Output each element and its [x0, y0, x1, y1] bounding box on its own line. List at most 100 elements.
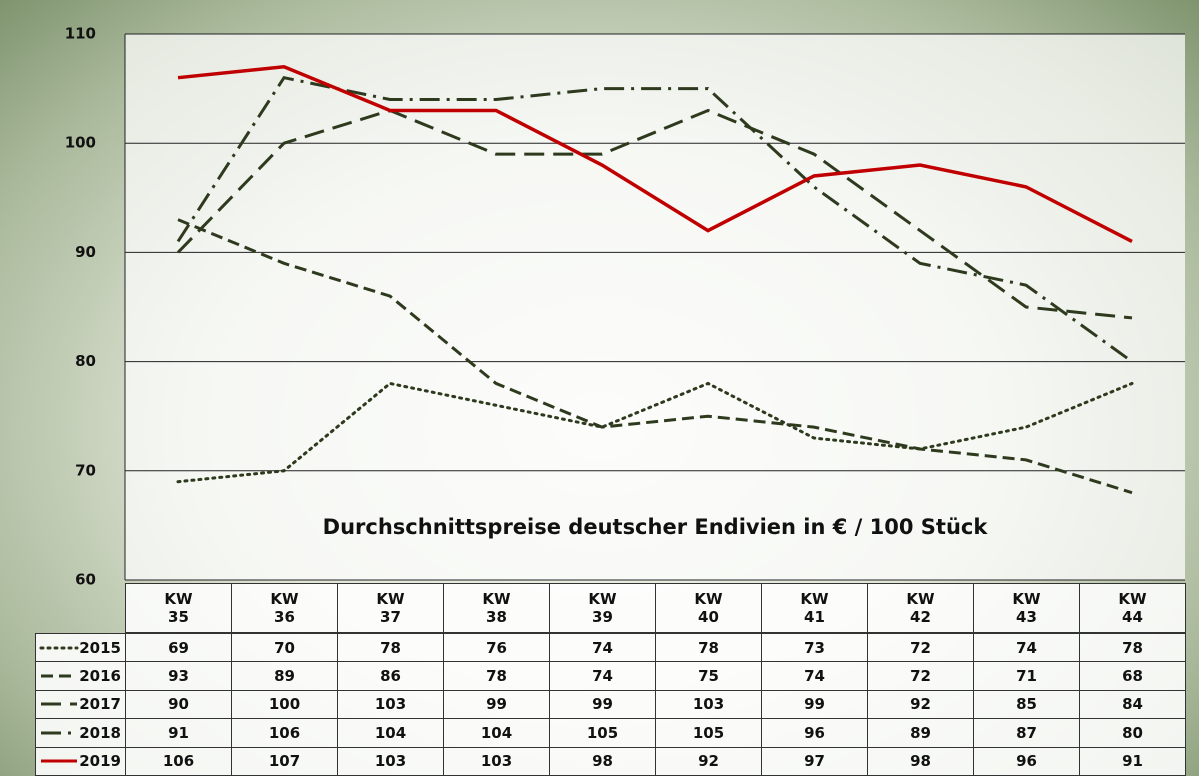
table-value: 105	[655, 718, 762, 748]
y-tick-label: 90	[75, 243, 96, 261]
cell-text: 80	[1122, 723, 1143, 742]
y-tick-label: 80	[75, 352, 96, 370]
table-value: 106	[125, 746, 232, 776]
y-tick-label: 70	[75, 461, 96, 479]
legend-entry: 2015	[35, 633, 126, 663]
table-value: 105	[549, 718, 656, 748]
series-line	[177, 64, 1133, 244]
legend-label: 2016	[79, 667, 121, 686]
cell-text: 103	[374, 695, 407, 714]
table-value: 99	[549, 689, 656, 720]
table-value: 89	[231, 661, 338, 691]
cell-text: 106	[268, 723, 301, 742]
table-value: 69	[125, 633, 232, 663]
legend-entry: 2018	[35, 718, 126, 748]
table-value: 103	[337, 746, 444, 776]
table-value: 103	[337, 689, 444, 720]
table-value: 80	[1079, 718, 1186, 748]
cell-text: 105	[692, 723, 725, 742]
table-value: 72	[867, 633, 974, 663]
cell-text: 96	[804, 723, 825, 742]
cell-text: KW 44	[1118, 590, 1147, 626]
cell-text: 97	[804, 752, 825, 771]
cell-text: KW 35	[164, 590, 193, 626]
legend-entry: 2017	[35, 689, 126, 720]
cell-text: 98	[910, 752, 931, 771]
table-value: 78	[337, 633, 444, 663]
x-tick-label: KW 42	[867, 583, 974, 633]
table-value: 103	[443, 746, 550, 776]
table-value: 74	[549, 661, 656, 691]
x-tick-label: KW 37	[337, 583, 444, 633]
table-value: 107	[231, 746, 338, 776]
table-value: 104	[443, 718, 550, 748]
cell-text: 106	[162, 752, 195, 771]
legend-label: 2017	[79, 695, 121, 714]
cell-text: 75	[698, 667, 719, 686]
series-line	[176, 108, 1133, 320]
cell-text: 86	[380, 667, 401, 686]
y-tick-label: 100	[65, 134, 96, 152]
cell-text: 72	[910, 638, 931, 657]
chart-title: Durchschnittspreise deutscher Endivien i…	[323, 515, 989, 539]
y-tick-label: 110	[65, 25, 96, 43]
x-tick-label: KW 38	[443, 583, 550, 633]
table-value: 91	[125, 718, 232, 748]
table-value: 72	[867, 661, 974, 691]
table-value: 93	[125, 661, 232, 691]
legend-swatch	[39, 646, 79, 650]
table-value: 74	[761, 661, 868, 691]
x-tick-label: KW 41	[761, 583, 868, 633]
table-value: 99	[761, 689, 868, 720]
table-value: 98	[549, 746, 656, 776]
cell-text: 72	[910, 667, 931, 686]
table-value: 73	[761, 633, 868, 663]
legend-swatch	[41, 759, 78, 763]
table-value: 78	[655, 633, 762, 663]
table-value: 96	[761, 718, 868, 748]
cell-text: 99	[486, 695, 507, 714]
cell-text: 68	[1122, 667, 1143, 686]
table-value: 70	[231, 633, 338, 663]
legend-swatch	[41, 731, 78, 735]
legend-entry: 2019	[35, 746, 126, 776]
cell-text: 92	[698, 752, 719, 771]
table-value: 86	[337, 661, 444, 691]
cell-text: 96	[1016, 752, 1037, 771]
cell-text: 70	[274, 638, 295, 657]
table-value: 78	[443, 661, 550, 691]
cell-text: 100	[268, 695, 301, 714]
x-tick-label: KW 43	[973, 583, 1080, 633]
y-tick-label: 60	[75, 571, 96, 589]
cell-text: 78	[1122, 638, 1143, 657]
table-value: 104	[337, 718, 444, 748]
table-value: 89	[867, 718, 974, 748]
table-value: 106	[231, 718, 338, 748]
cell-text: 103	[692, 695, 725, 714]
cell-text: 89	[910, 723, 931, 742]
cell-text: 78	[698, 638, 719, 657]
x-tick-label: KW 35	[125, 583, 232, 633]
legend-label: 2018	[79, 723, 121, 742]
cell-text: KW 39	[588, 590, 617, 626]
table-value: 74	[549, 633, 656, 663]
cell-text: KW 43	[1012, 590, 1041, 626]
series-line	[177, 218, 1133, 495]
cell-text: 98	[592, 752, 613, 771]
cell-text: 104	[480, 723, 513, 742]
cell-text: 107	[268, 752, 301, 771]
table-value: 85	[973, 689, 1080, 720]
cell-text: 103	[374, 752, 407, 771]
table-value: 92	[867, 689, 974, 720]
cell-text: 91	[168, 723, 189, 742]
cell-text: 99	[592, 695, 613, 714]
cell-text: 85	[1016, 695, 1037, 714]
table-value: 91	[1079, 746, 1186, 776]
x-tick-label: KW 39	[549, 583, 656, 633]
table-value: 84	[1079, 689, 1186, 720]
cell-text: 73	[804, 638, 825, 657]
legend-swatch	[41, 702, 78, 706]
cell-text: 105	[586, 723, 619, 742]
